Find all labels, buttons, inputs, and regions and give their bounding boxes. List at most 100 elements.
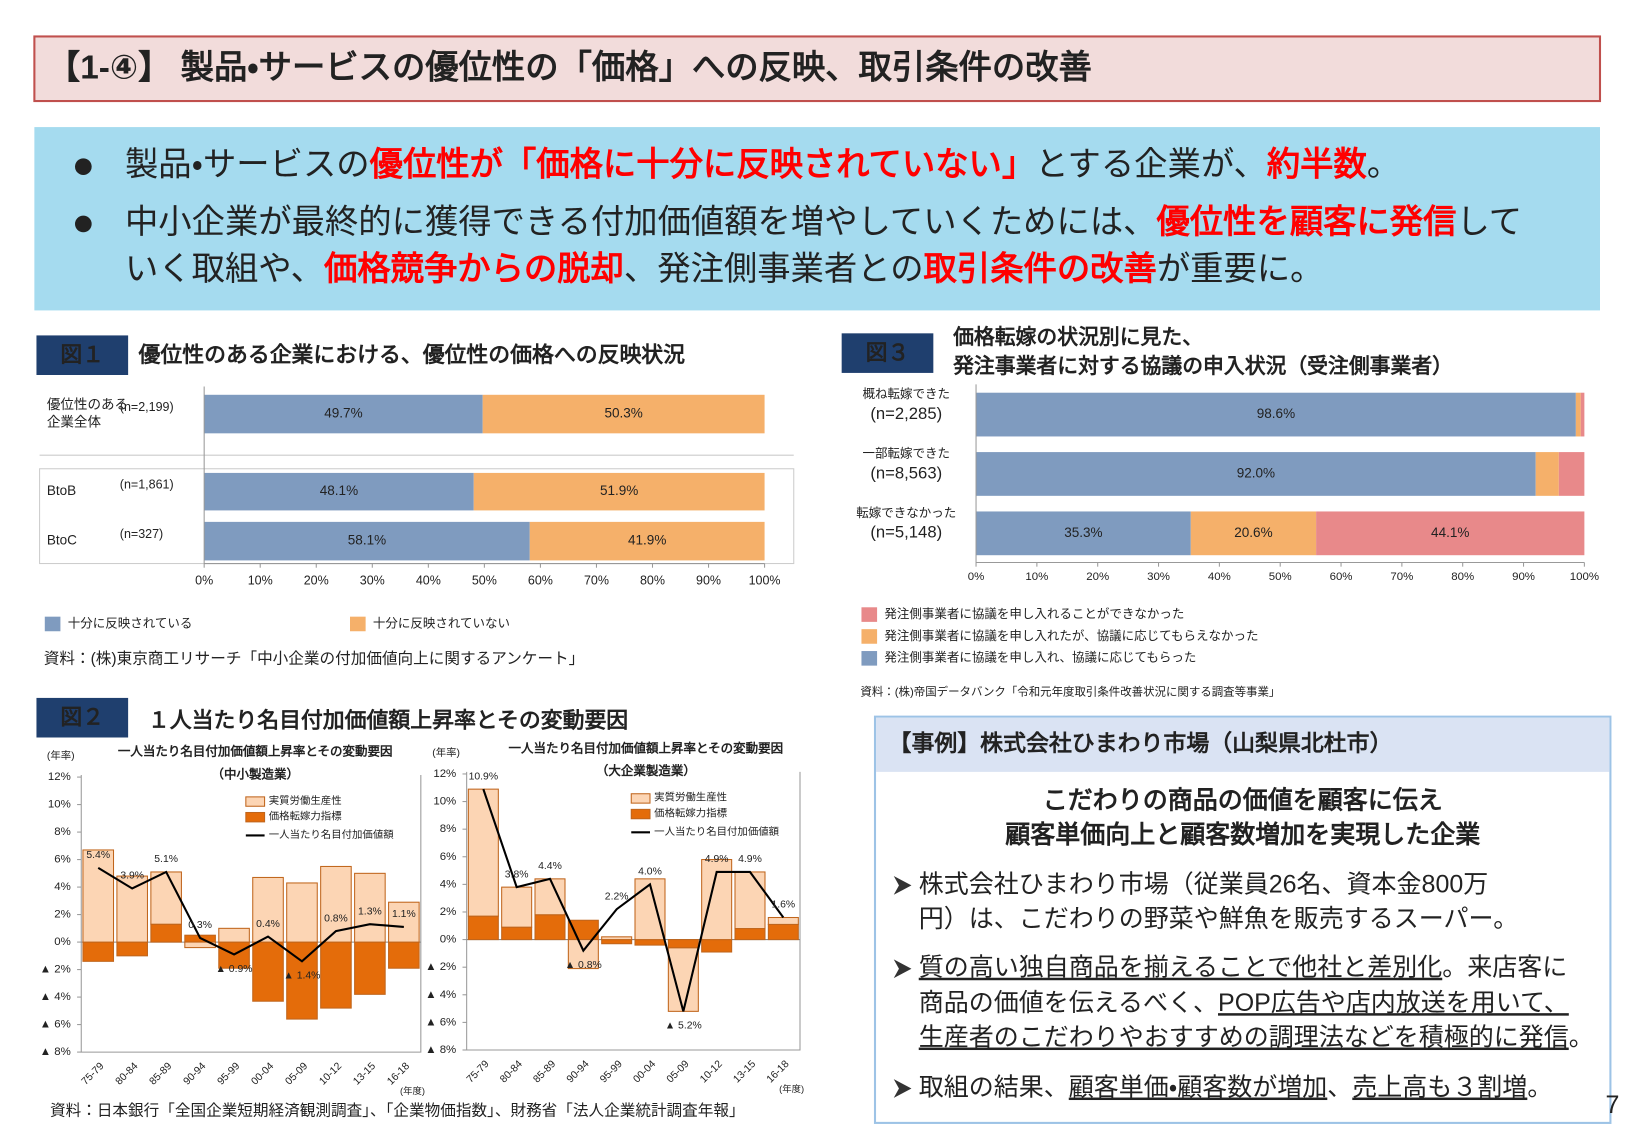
value-label: 4.0% [638, 867, 662, 878]
case-headline: こだわりの商品の価値を顧客に伝え [1043, 787, 1443, 815]
y-tick-label: 6% [440, 851, 457, 863]
case-box [873, 715, 1612, 1124]
x-tick-label: 90% [1512, 571, 1535, 583]
x-tick-label: 16-18 [385, 1061, 412, 1088]
x-tick-label: 60% [1330, 571, 1353, 583]
legend-label: 発注側事業者に協議を申し入れることができなかった [884, 606, 1184, 621]
bar-segment [218, 927, 250, 943]
bar-segment [767, 923, 799, 941]
plot-frame [466, 771, 801, 1051]
y-tick-label: 2% [440, 906, 457, 918]
text-segment: 優位性を顧客に発信 [1156, 204, 1457, 241]
text-segment: 商品の価値を伝えるべく、 [919, 989, 1218, 1017]
bar-segment [734, 871, 766, 930]
text-segment: 取組の結果、 [919, 1073, 1069, 1101]
bar-segment [1316, 511, 1585, 556]
figure-title: 発注事業者に対する協議の申入状況（受注側事業者） [952, 354, 1453, 378]
legend-swatch [861, 629, 878, 644]
x-tick-label: 10% [1025, 571, 1048, 583]
y-tick-label: ▲ 2% [425, 961, 456, 973]
bar-segment [534, 914, 566, 941]
bar-segment [116, 941, 148, 957]
bar-segment [1558, 452, 1585, 496]
category-label: (n=8,563) [870, 463, 942, 482]
case-line: 円）は、こだわりの野菜や鮮魚を販売するスーパー。 [919, 904, 1519, 932]
legend-swatch [630, 808, 651, 820]
value-label: 49.7% [324, 406, 362, 421]
text-segment: 製品・サービスの [125, 146, 370, 183]
category-label: 企業全体 [47, 414, 102, 429]
legend-label: 十分に反映されている [68, 616, 193, 630]
text-segment: 、発注側事業者との [624, 251, 924, 288]
value-label: 48.1% [320, 483, 358, 498]
summary-line: 製品・サービスの優位性が「価格に十分に反映されていない」とする企業が、約半数。 [125, 145, 1400, 183]
bar-segment [634, 939, 666, 946]
y-tick-label: ▲ 4% [40, 991, 71, 1003]
title-box [33, 35, 1602, 103]
x-tick-label: 10% [248, 574, 273, 588]
text-segment: 取引条件の改善 [924, 251, 1157, 288]
bar-segment [567, 939, 599, 970]
bar-segment [150, 923, 182, 943]
legend-label: 実質労働生産性 [269, 794, 342, 807]
bar-segment [204, 394, 483, 434]
x-tick-label: 70% [1390, 571, 1413, 583]
legend-label: 一人当たり名目付加価値額 [269, 828, 394, 841]
x-tick-label: 95-99 [216, 1061, 243, 1088]
x-tick-label: 60% [528, 574, 553, 588]
value-label: ▲ 1.4% [284, 971, 321, 982]
category-note: (n=327) [120, 527, 163, 541]
legend-swatch [245, 796, 266, 807]
x-tick-label: 05-09 [665, 1059, 692, 1086]
figure-title: 優位性のある企業における、優位性の価格への反映状況 [138, 342, 686, 367]
value-label: 0.8% [324, 913, 348, 924]
figure-source: 資料：日本銀行「全国企業短期経済観測調査」、「企業物価指数」、財務省「法人企業統… [50, 1102, 745, 1120]
category-label: 概ね転嫁できた [862, 386, 950, 401]
summary-box [34, 127, 1600, 311]
legend-swatch [861, 607, 878, 622]
x-tick-label: 85-89 [148, 1061, 175, 1088]
x-tick-label: 10-12 [318, 1061, 345, 1088]
category-label: BtoB [47, 483, 76, 498]
bar-segment [467, 915, 499, 941]
bar-segment [667, 939, 699, 949]
bar-segment [473, 472, 765, 511]
category-note: (n=1,861) [120, 478, 174, 492]
x-tick-label: 00-04 [250, 1061, 277, 1088]
category-label: BtoC [47, 533, 77, 548]
x-tick-label: 80-84 [114, 1061, 141, 1088]
bar-segment [1190, 511, 1317, 556]
bar-segment [320, 941, 352, 1009]
case-header: 【事例】株式会社ひまわり市場（山梨県北杜市） [889, 730, 1393, 756]
case-line: 商品の価値を伝えるべく、POP広告や店内放送を用いて、 [919, 989, 1569, 1017]
x-tick-label: 50% [1269, 571, 1292, 583]
x-tick-label: 30% [1147, 571, 1170, 583]
legend-swatch [630, 793, 651, 804]
value-label: 4.9% [705, 854, 729, 865]
text-segment: 優位性が「価格に十分に反映されていない」 [369, 145, 1036, 183]
y-tick-label: ▲ 6% [425, 1016, 456, 1028]
text-segment: POP広告や店内放送を用いて、 [1218, 989, 1569, 1017]
text-segment: 。来店客に [1442, 953, 1567, 981]
bar-segment [701, 859, 733, 941]
legend-label: 価格転嫁力指標 [269, 809, 342, 822]
bar-segment [667, 947, 699, 1012]
category-label: 一部転嫁できた [862, 445, 950, 460]
chart-title: （大企業製造業） [596, 763, 696, 778]
chart-title: 一人当たり名目付加価値額上昇率とその変動要因 [509, 740, 784, 755]
bar-segment [286, 882, 318, 943]
x-tick-label: 30% [360, 574, 385, 588]
value-label: 5.4% [86, 850, 110, 861]
value-label: 2.2% [605, 891, 629, 902]
case-line: 株式会社ひまわり市場（従業員26名、資本金800万 [919, 870, 1489, 898]
bar-segment [82, 941, 115, 962]
y-tick-label: 12% [48, 771, 71, 783]
bar-segment [482, 394, 765, 434]
bar-segment [501, 926, 533, 941]
value-label: 58.1% [348, 533, 386, 548]
value-label: 10.9% [469, 771, 499, 782]
x-tick-label: 90-94 [565, 1059, 592, 1086]
bar-segment [467, 788, 499, 917]
bullet-arrow [893, 959, 912, 979]
